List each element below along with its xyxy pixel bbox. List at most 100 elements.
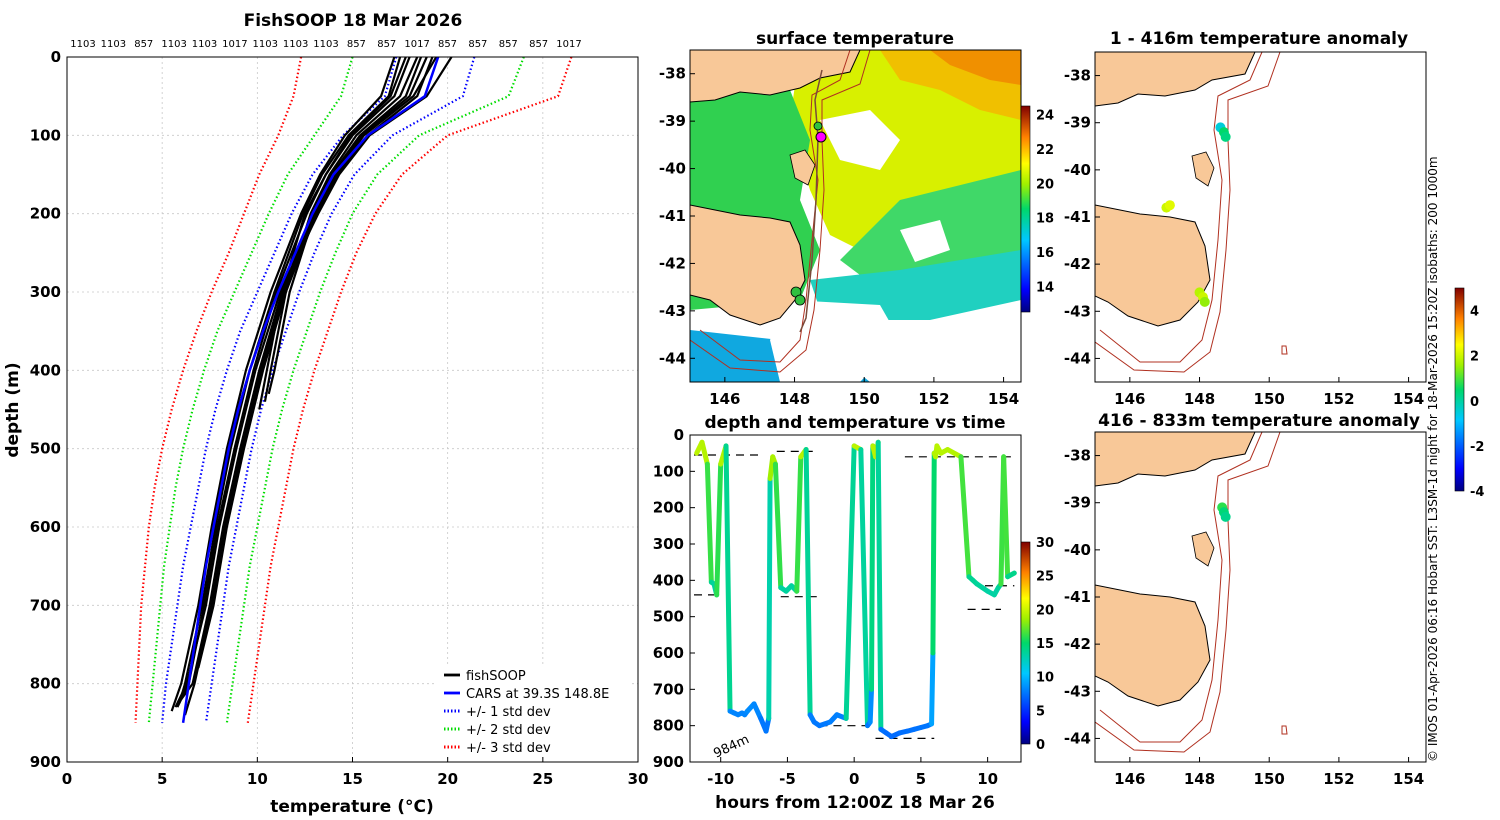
depth-time-panel: depth and temperature vs time 984m -10 -5…: [653, 413, 1054, 813]
map-y-tick-label: -39: [659, 112, 686, 130]
depth-time-trace-segment: [803, 447, 813, 718]
anomaly-upper-isobath-1000: [1095, 52, 1281, 373]
depth-time-title: depth and temperature vs time: [705, 413, 1006, 433]
depth-time-colorbar-tick-label: 20: [1036, 603, 1054, 618]
map-x-tick-label: 150: [1254, 770, 1285, 788]
map-y-tick-label: -43: [659, 302, 686, 320]
depth-time-colorbar-ticks: 0 5 10 15 20 25 30: [1036, 536, 1054, 753]
depth-time-trace-segment: [766, 476, 773, 721]
sst-cast-marker: [794, 294, 806, 306]
depth-time-colorbar: [1020, 541, 1031, 745]
sst-cool-region: [810, 250, 1021, 320]
profile-y-tick-label: 100: [30, 126, 61, 144]
depth-time-ref-segments: [694, 450, 1015, 739]
depth-time-y-tick-label: 300: [653, 535, 684, 553]
profile-y-tick-label: 0: [51, 48, 61, 66]
depth-time-y-tick-label: 0: [674, 426, 684, 444]
depth-time-colorbar-tick-label: 25: [1036, 570, 1054, 585]
profile-top-label: 857: [499, 39, 518, 50]
profile-y-tick-label: 300: [30, 283, 61, 301]
map-x-tick-label: 154: [1393, 770, 1424, 788]
profile-fishsoop-line: [174, 57, 453, 708]
sst-land-flinders: [789, 149, 816, 186]
profile-legend: fishSOOP CARS at 39.3S 148.8E +/- 1 std de…: [436, 664, 632, 756]
anomaly-lower-seamount: [1281, 725, 1288, 735]
profile-std-band-left: [147, 57, 354, 723]
depth-time-trace-segment: [751, 701, 764, 721]
anomaly-colorbar-ticks: -4 -2 0 2 4: [1470, 305, 1484, 500]
map-x-tick-label: 146: [709, 390, 740, 408]
anomaly-upper-y-ticks: -38 -39 -40 -41 -42 -43 -44: [1064, 67, 1100, 367]
map-y-tick-label: -40: [1064, 541, 1091, 559]
anomaly-upper-points: [1161, 122, 1231, 307]
sst-colorbar-tick-label: 22: [1036, 143, 1054, 158]
sst-station-marker: [815, 131, 827, 143]
sst-colorbar-tick-label: 14: [1036, 280, 1054, 295]
anomaly-lower-isobath-1000: [1095, 432, 1281, 753]
anomaly-colorbar-tick-label: -2: [1470, 440, 1484, 455]
sst-map-title: surface temperature: [756, 29, 954, 49]
depth-time-trace-segment: [869, 443, 876, 692]
depth-time-trace-segment: [1005, 570, 1017, 580]
profile-x-tick-label: 25: [532, 770, 553, 788]
map-y-tick-label: -43: [1064, 682, 1091, 700]
profile-top-label: 857: [529, 39, 548, 50]
map-y-tick-label: -38: [1064, 67, 1091, 85]
map-x-tick-label: 152: [1323, 770, 1354, 788]
profile-top-label: 857: [377, 39, 396, 50]
depth-time-background: [690, 435, 1021, 762]
profile-fishsoop-line: [197, 57, 434, 669]
profile-top-label: 1103: [161, 39, 186, 50]
profile-x-tick-label: 5: [157, 770, 167, 788]
profile-y-tick-label: 800: [30, 675, 61, 693]
profile-top-label: 857: [134, 39, 153, 50]
sst-colorbar: [1020, 105, 1031, 313]
depth-time-trace-segment: [875, 439, 884, 732]
profile-x-ticks: 0 5 10 15 20 25 30: [62, 757, 648, 788]
sst-isobath-200: [699, 50, 851, 363]
depth-time-x-tick-label: 0: [849, 770, 859, 788]
anomaly-lower-x-ticks: 146 148 150 152 154: [1114, 757, 1424, 788]
depth-time-trace-segment: [794, 454, 804, 594]
profile-x-tick-label: 20: [437, 770, 458, 788]
sst-cloud-gap-east: [900, 220, 950, 262]
profile-top-label: 1103: [253, 39, 278, 50]
depth-time-trace-segment: [867, 686, 875, 725]
depth-time-y-ticks: 0 100 200 300 400 500 600 700 800 900: [653, 426, 695, 771]
sst-vessel-track: [799, 69, 823, 333]
depth-time-y-tick-label: 400: [653, 571, 684, 589]
anomaly-lower-isobath-200: [1099, 432, 1263, 743]
depth-time-trace-segment: [699, 439, 710, 467]
depth-time-trace-segment: [929, 650, 936, 727]
legend-label: +/- 3 std dev: [466, 741, 551, 756]
profile-grid: [66, 56, 639, 763]
depth-time-trace-segment: [704, 461, 714, 585]
anomaly-lower-land-tasmania: [1095, 584, 1211, 707]
depth-time-x-tick-label: 10: [977, 770, 998, 788]
depth-time-trace-segment: [843, 443, 857, 721]
map-y-tick-label: -44: [659, 349, 686, 367]
anomaly-upper-land-victoria: [1095, 52, 1256, 107]
anomaly-upper-title: 1 - 416m temperature anomaly: [1110, 29, 1408, 49]
profile-y-tick-label: 600: [30, 518, 61, 536]
sst-isobath-1000: [690, 50, 871, 373]
anomaly-lower-panel: 416 - 833m temperature anomaly 146 148 150…: [1064, 411, 1427, 788]
map-x-tick-label: 148: [1184, 390, 1215, 408]
anomaly-upper-isobath-200: [1099, 52, 1263, 363]
profile-y-ticks: 0 100 200 300 400 500 600 700 800 900: [30, 48, 61, 771]
profile-cars-line: [181, 57, 440, 724]
depth-time-y-tick-label: 500: [653, 608, 684, 626]
depth-time-trace-segment: [1001, 454, 1011, 580]
depth-time-trace-segment: [930, 450, 937, 656]
profile-std-band-left: [161, 57, 398, 723]
profile-x-tick-label: 10: [247, 770, 268, 788]
sst-colorbar-tick-label: 16: [1036, 246, 1054, 261]
legend-box: [436, 664, 632, 756]
anomaly-lower-land-flinders: [1191, 531, 1215, 567]
map-y-tick-label: -42: [1064, 255, 1091, 273]
profile-fishsoop-lines: [170, 57, 453, 716]
profile-y-tick-label: 700: [30, 596, 61, 614]
sst-hotter-region: [930, 50, 1021, 85]
map-y-tick-label: -39: [1064, 494, 1091, 512]
sst-map-panel: surface temperature 146 148 150 152 15: [659, 29, 1054, 408]
